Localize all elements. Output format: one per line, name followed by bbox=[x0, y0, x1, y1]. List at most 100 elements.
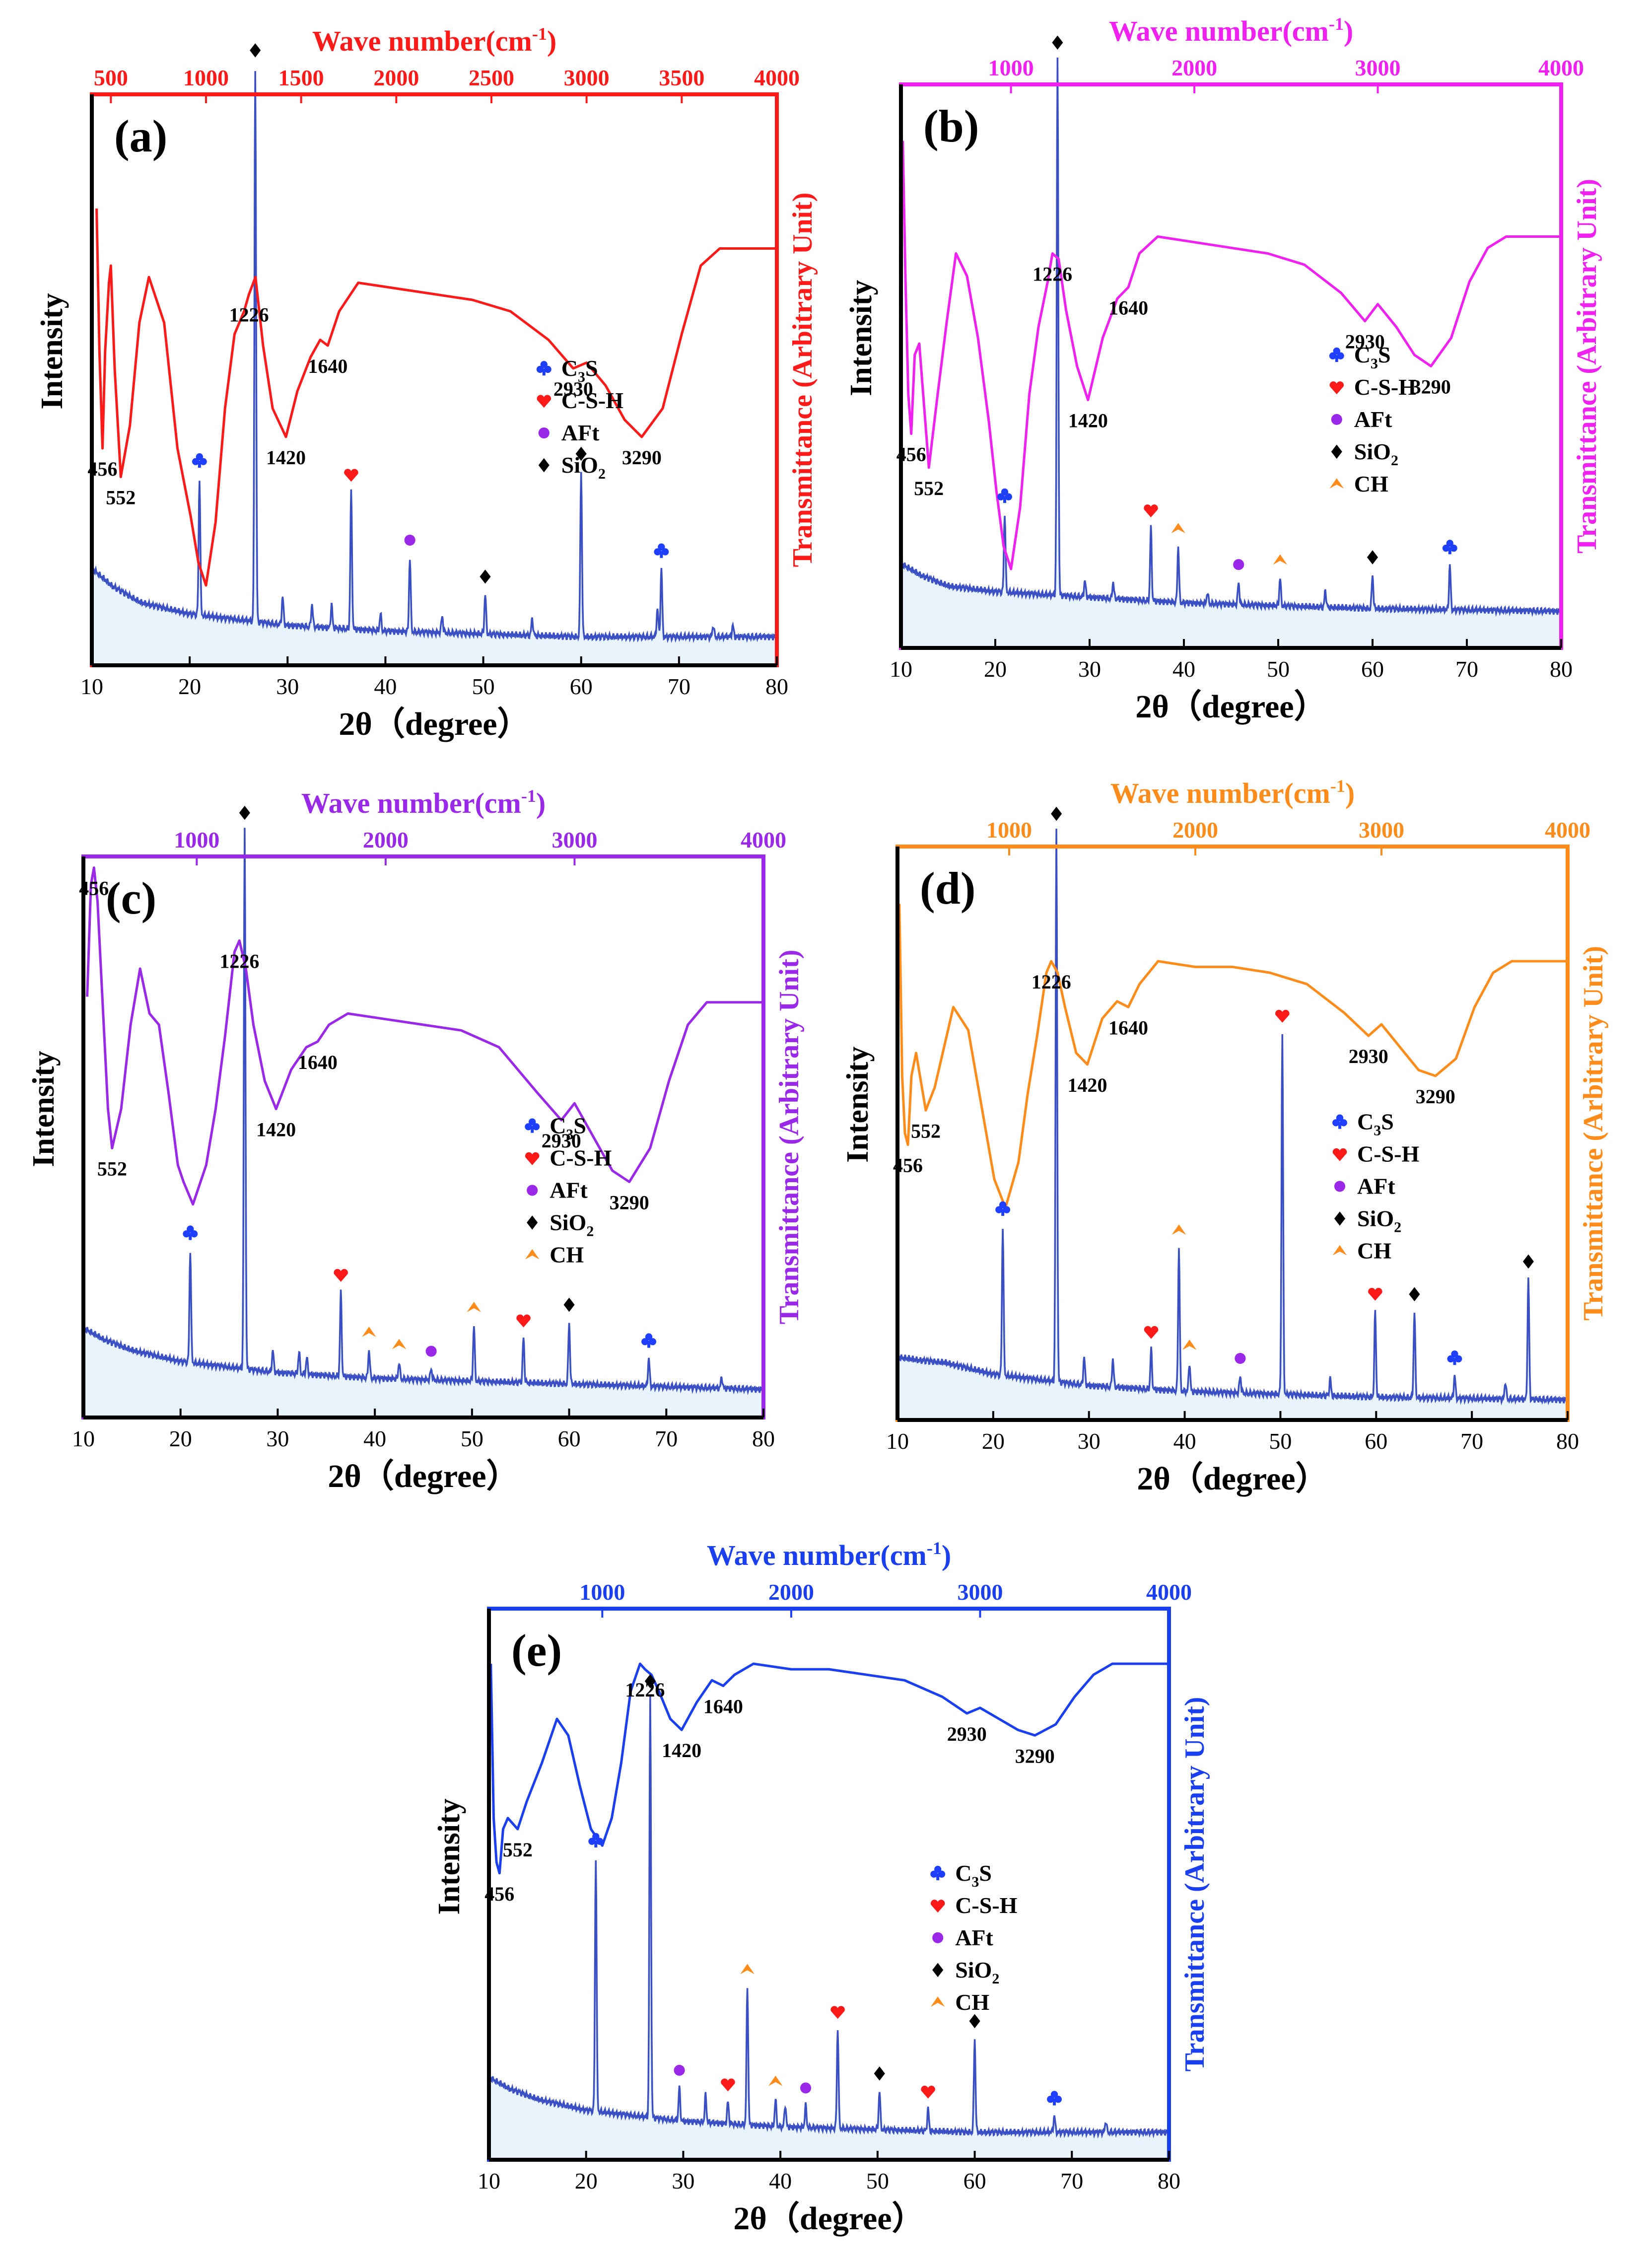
legend-marker bbox=[1329, 381, 1344, 395]
legend-label-main: CH bbox=[1357, 1238, 1391, 1263]
legend-label-main: AFt bbox=[550, 1177, 588, 1203]
xrd-fill bbox=[901, 57, 1561, 648]
legend-label: C-S-H bbox=[550, 1145, 612, 1170]
legend-label-tail: S bbox=[1378, 342, 1391, 367]
top-axis-title-main: Wave number(cm bbox=[707, 1539, 927, 1571]
x-tick-label: 50 bbox=[461, 1426, 483, 1451]
top-tick-label: 2000 bbox=[1172, 817, 1218, 843]
xrd-series-line bbox=[900, 57, 1562, 617]
x-axis-title: 2θ（degree） bbox=[328, 1458, 519, 1494]
ftir-peak-label: 2930 bbox=[553, 378, 593, 400]
phase-marker bbox=[192, 453, 207, 468]
top-axis-title-main: Wave number(cm bbox=[301, 787, 521, 819]
legend-label-main: CH bbox=[955, 1989, 989, 2015]
phase-marker bbox=[1447, 1350, 1462, 1365]
panel-label: (a) bbox=[114, 111, 167, 161]
x-tick-label: 10 bbox=[890, 656, 912, 682]
top-axis-title: Wave number(cm-1) bbox=[301, 786, 546, 819]
top-tick-label: 3500 bbox=[659, 65, 704, 90]
x-axis-title: 2θ（degree） bbox=[1137, 1460, 1328, 1497]
y-axis-title: Intensity bbox=[844, 280, 878, 396]
legend-label: AFt bbox=[1357, 1173, 1395, 1199]
legend-marker bbox=[1332, 1148, 1347, 1161]
legend-label-main: CH bbox=[1354, 471, 1388, 496]
x-tick-label: 40 bbox=[363, 1426, 386, 1451]
legend-label: AFt bbox=[550, 1177, 588, 1203]
legend-label: SiO2 bbox=[1357, 1205, 1401, 1235]
ftir-peak-label: 2930 bbox=[947, 1723, 987, 1745]
legend-marker bbox=[525, 1249, 540, 1260]
plot-frame bbox=[487, 1607, 1171, 2162]
top-tick-label: 1000 bbox=[183, 65, 229, 90]
legend-label-main: C-S-H bbox=[1354, 374, 1416, 400]
legend-label-sub: 3 bbox=[578, 369, 585, 385]
phase-marker bbox=[1051, 806, 1062, 821]
legend-label-main: AFt bbox=[1357, 1173, 1395, 1199]
phase-marker bbox=[183, 1225, 198, 1240]
legend-label: SiO2 bbox=[561, 452, 606, 482]
top-axis-title: Wave number(cm-1) bbox=[1109, 14, 1353, 47]
x-tick-label: 80 bbox=[1556, 1428, 1579, 1454]
panel-label: (c) bbox=[106, 873, 156, 923]
phase-marker bbox=[404, 534, 415, 546]
top-tick-label: 4000 bbox=[1146, 1579, 1192, 1605]
legend-label-main: C bbox=[955, 1860, 971, 1886]
phase-marker bbox=[480, 569, 491, 584]
ftir-peak-label: 1226 bbox=[625, 1679, 665, 1701]
phase-marker bbox=[1368, 1287, 1382, 1301]
legend-label-main: C-S-H bbox=[561, 388, 623, 413]
ftir-peak-label: 3290 bbox=[610, 1191, 649, 1213]
ftir-peak-label: 1226 bbox=[1032, 263, 1072, 285]
top-axis-title-main: Wave number(cm bbox=[312, 25, 532, 57]
x-tick-label: 60 bbox=[570, 674, 593, 699]
x-tick-label: 70 bbox=[1060, 2168, 1083, 2194]
x-tick-label: 40 bbox=[1172, 656, 1195, 682]
legend-label-main: C-S-H bbox=[1357, 1141, 1419, 1166]
legend-label: AFt bbox=[955, 1925, 993, 1950]
x-tick-label: 10 bbox=[72, 1426, 95, 1451]
phase-marker bbox=[874, 2066, 885, 2081]
right-axis-title: Transmittance (Arbitrary Unit) bbox=[787, 193, 818, 567]
phase-marker bbox=[1233, 559, 1244, 570]
top-axis-title: Wave number(cm-1) bbox=[312, 24, 556, 57]
ftir-peak-label: 1640 bbox=[298, 1051, 338, 1073]
top-axis-title-close: ) bbox=[547, 25, 556, 57]
phase-marker bbox=[250, 43, 261, 58]
top-axis-title-sup: -1 bbox=[532, 24, 547, 44]
panel-label: (b) bbox=[923, 101, 979, 151]
x-tick-label: 60 bbox=[964, 2168, 986, 2194]
xrd-fill bbox=[489, 1696, 1169, 2160]
x-tick-label: 80 bbox=[752, 1426, 775, 1451]
top-tick-label: 4000 bbox=[1545, 817, 1590, 843]
plot-frame bbox=[81, 854, 765, 1419]
x-axis-title: 2θ（degree） bbox=[1135, 688, 1326, 725]
legend: C3S C-S-H AFt SiO2 bbox=[536, 355, 623, 482]
phase-marker bbox=[563, 1297, 575, 1312]
phase-marker bbox=[1235, 1352, 1246, 1364]
legend-label-main: SiO bbox=[561, 452, 598, 478]
ftir-peak-label: 1226 bbox=[1032, 971, 1071, 993]
ftir-series-line bbox=[95, 208, 777, 587]
legend-label-main: C bbox=[1357, 1109, 1374, 1134]
phase-marker bbox=[674, 2064, 685, 2076]
x-tick-label: 30 bbox=[276, 674, 299, 699]
x-tick-label: 20 bbox=[982, 1428, 1005, 1454]
top-tick-label: 4000 bbox=[1538, 55, 1584, 80]
legend-label-sub: 2 bbox=[992, 1971, 999, 1987]
top-axis-title-close: ) bbox=[536, 787, 546, 819]
top-tick-label: 500 bbox=[94, 65, 128, 90]
ftir-peak-label: 1226 bbox=[219, 950, 259, 973]
plot-frame bbox=[899, 82, 1563, 650]
x-tick-label: 70 bbox=[1455, 656, 1478, 682]
phase-marker bbox=[1522, 1254, 1534, 1269]
phase-marker bbox=[997, 488, 1012, 503]
legend-label-sub: 3 bbox=[1371, 355, 1378, 372]
ftir-peak-label: 552 bbox=[97, 1158, 127, 1180]
ftir-peak-label: 1420 bbox=[266, 446, 306, 469]
legend-label-sub: 3 bbox=[566, 1126, 573, 1142]
legend-marker bbox=[1332, 1245, 1347, 1256]
